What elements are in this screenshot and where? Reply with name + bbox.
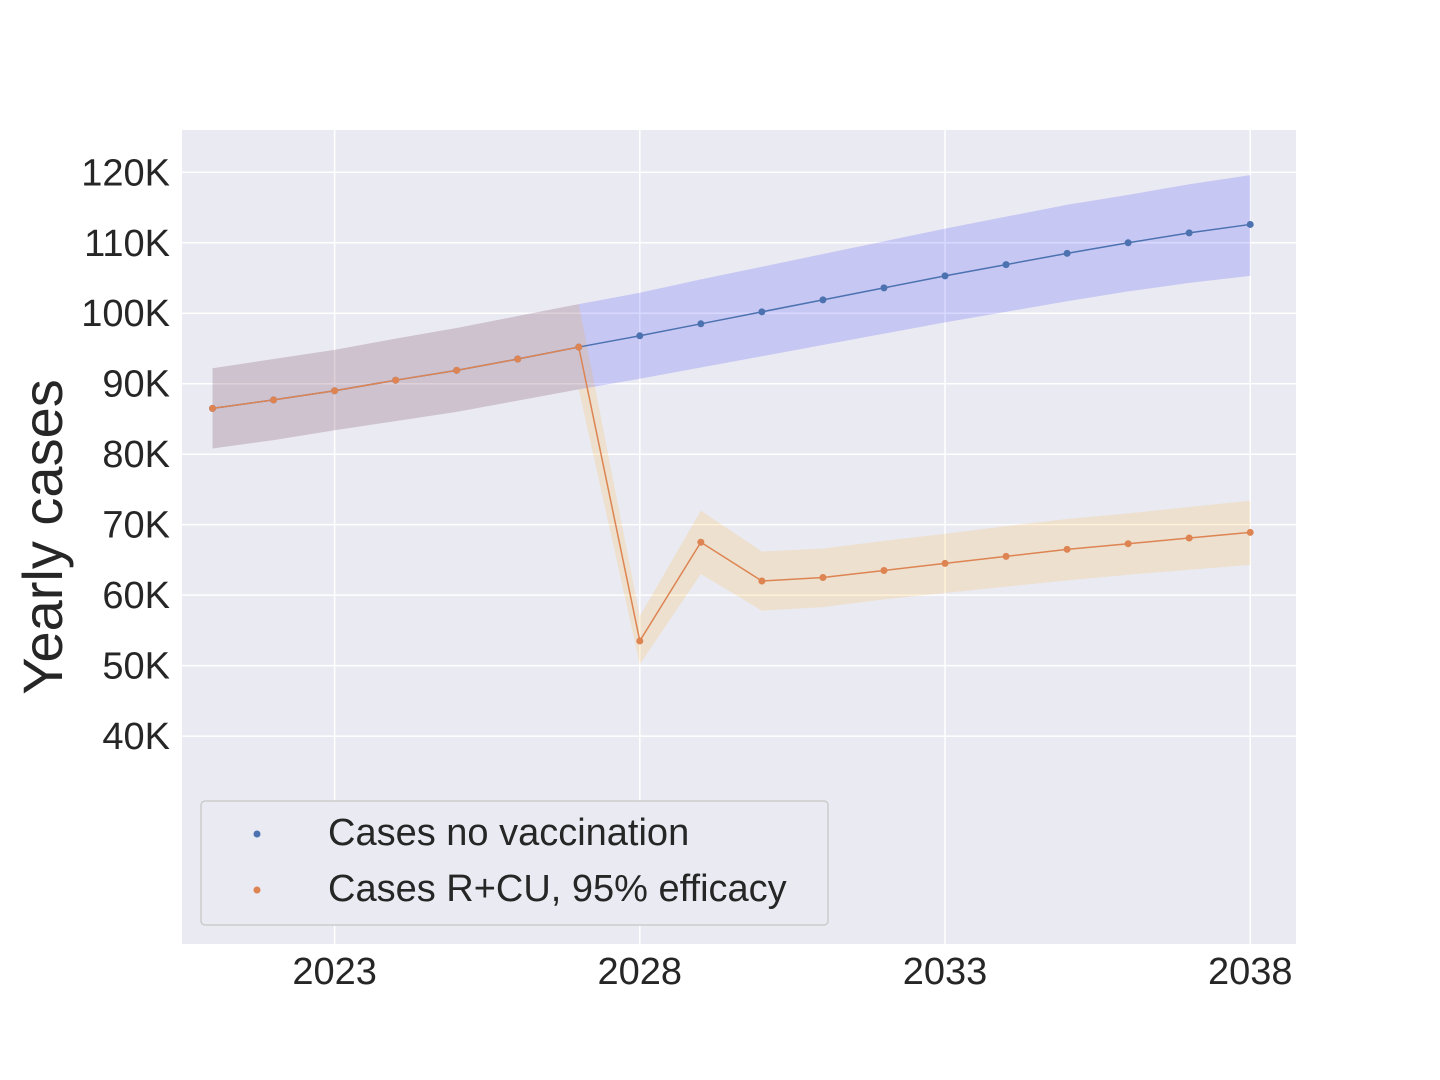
data-point: [880, 284, 888, 292]
confidence-bands: [212, 175, 1251, 665]
x-tick-label: 2023: [292, 951, 377, 993]
legend-marker-rcu-vaccination: [253, 886, 261, 894]
data-point: [1124, 239, 1132, 247]
series-line-1: [212, 346, 1251, 643]
data-point: [1185, 534, 1193, 542]
x-tick-label: 2033: [903, 951, 988, 993]
data-point: [1124, 540, 1132, 548]
data-point: [1063, 545, 1071, 553]
y-tick-label: 120K: [81, 152, 170, 194]
y-tick-label: 80K: [102, 434, 170, 476]
data-point: [1002, 261, 1010, 269]
tick-labels: 40K 50K 60K 70K 80K 90K 100K 110K 120K 2023 2028 20…: [81, 152, 1292, 993]
data-point: [331, 387, 339, 395]
series-points: [209, 220, 1254, 645]
data-point: [514, 355, 522, 363]
data-point: [575, 343, 583, 351]
data-point: [270, 396, 278, 404]
y-tick-label: 70K: [102, 505, 170, 547]
data-point: [1185, 229, 1193, 237]
y-tick-label: 50K: [102, 646, 170, 688]
data-point: [1063, 249, 1071, 257]
data-point: [758, 577, 766, 585]
data-point: [209, 404, 217, 412]
legend-marker-no-vaccination: [253, 830, 261, 838]
legend-box: [200, 800, 829, 926]
data-point: [636, 332, 644, 340]
data-point: [697, 320, 705, 328]
data-point: [453, 366, 461, 374]
legend-label-no-vaccination: Cases no vaccination: [328, 812, 689, 854]
data-point: [392, 376, 400, 384]
y-tick-label: 110K: [84, 223, 170, 265]
data-point: [819, 574, 827, 582]
x-tick-label: 2028: [598, 951, 683, 993]
y-tick-label: 40K: [102, 716, 170, 758]
data-point: [636, 637, 644, 645]
data-point: [880, 566, 888, 574]
y-tick-label: 100K: [81, 293, 170, 335]
data-point: [941, 272, 949, 280]
data-point: [758, 308, 766, 316]
confidence-band-1: [212, 304, 1251, 665]
x-tick-label: 2038: [1208, 951, 1293, 993]
y-tick-label: 60K: [102, 575, 170, 617]
data-point: [1246, 528, 1254, 536]
legend: Cases no vaccination Cases R+CU, 95% eff…: [200, 800, 829, 926]
series-lines: [212, 223, 1251, 643]
data-point: [1002, 552, 1010, 560]
y-tick-label: 90K: [102, 364, 170, 406]
legend-label-rcu-vaccination: Cases R+CU, 95% efficacy: [328, 868, 787, 910]
data-point: [941, 559, 949, 567]
data-point: [1246, 220, 1254, 228]
y-axis-title: Yearly cases: [11, 379, 74, 694]
data-point: [819, 296, 827, 304]
data-point: [697, 538, 705, 546]
confidence-band-0: [212, 175, 1251, 449]
